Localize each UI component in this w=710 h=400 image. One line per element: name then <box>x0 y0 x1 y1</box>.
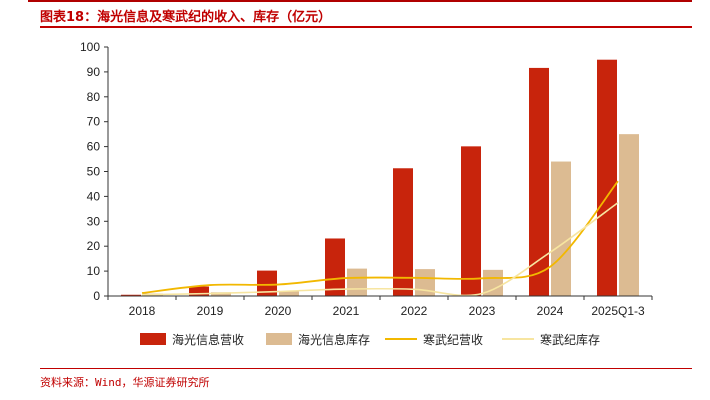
legend-swatch <box>266 333 292 345</box>
bar-hygon-inventory <box>483 269 503 296</box>
lines-layer <box>141 180 619 297</box>
bar-hygon-revenue <box>461 146 481 296</box>
axes-layer: 0 10 20 30 40 50 60 70 80 90 100 2018 2019 2020 2021 20… <box>80 40 653 318</box>
source-note: 资料来源：Wind，华源证券研究所 <box>40 376 210 389</box>
y-tick-label: 70 <box>87 115 101 129</box>
x-tick-label: 2024 <box>537 304 564 318</box>
legend-label: 海光信息库存 <box>298 332 370 347</box>
x-tick-label: 2021 <box>333 304 360 318</box>
bar-hygon-revenue <box>325 238 345 296</box>
y-tick-label: 0 <box>93 289 100 303</box>
bar-hygon-revenue <box>257 270 277 296</box>
legend-label: 寒武纪营收 <box>423 332 483 347</box>
legend-label: 海光信息营收 <box>172 332 244 347</box>
bar-hygon-revenue <box>529 67 549 296</box>
y-tick-label: 10 <box>87 264 101 278</box>
bar-hygon-inventory <box>347 268 367 296</box>
x-tick-label: 2022 <box>401 304 428 318</box>
y-tick-label: 40 <box>87 189 101 203</box>
y-tick-label: 30 <box>87 214 101 228</box>
title-rule <box>40 26 692 28</box>
legend-label: 寒武纪库存 <box>540 332 600 347</box>
x-tick-label: 2025Q1-3 <box>591 304 645 318</box>
bar-hygon-inventory <box>211 292 231 296</box>
y-tick-label: 20 <box>87 239 101 253</box>
y-tick-label: 60 <box>87 140 101 154</box>
top-rule <box>28 0 692 2</box>
y-tick-label: 90 <box>87 65 101 79</box>
y-tick-label: 80 <box>87 90 101 104</box>
bar-hygon-inventory <box>279 291 299 296</box>
bar-hygon-revenue <box>597 59 617 296</box>
bars-layer <box>121 59 639 296</box>
bottom-rule <box>40 368 692 369</box>
bar-hygon-inventory <box>551 161 571 296</box>
legend-swatch <box>140 333 166 345</box>
legend: 海光信息营收 海光信息库存 寒武纪营收 寒武纪库存 <box>140 332 600 347</box>
x-tick-label: 2019 <box>197 304 224 318</box>
x-tick-label: 2018 <box>129 304 156 318</box>
y-tick-label: 50 <box>87 165 101 179</box>
x-tick-label: 2020 <box>265 304 292 318</box>
line-cambricon-revenue <box>141 180 619 294</box>
bar-hygon-inventory <box>619 134 639 296</box>
bar-hygon-revenue <box>393 168 413 296</box>
line-cambricon-inventory <box>141 201 619 297</box>
bar-hygon-revenue <box>189 286 209 296</box>
y-tick-label: 100 <box>80 40 100 54</box>
bar-hygon-revenue <box>121 294 141 296</box>
figure-title: 图表18：海光信息及寒武纪的收入、库存（亿元） <box>40 10 332 25</box>
x-tick-label: 2023 <box>469 304 496 318</box>
